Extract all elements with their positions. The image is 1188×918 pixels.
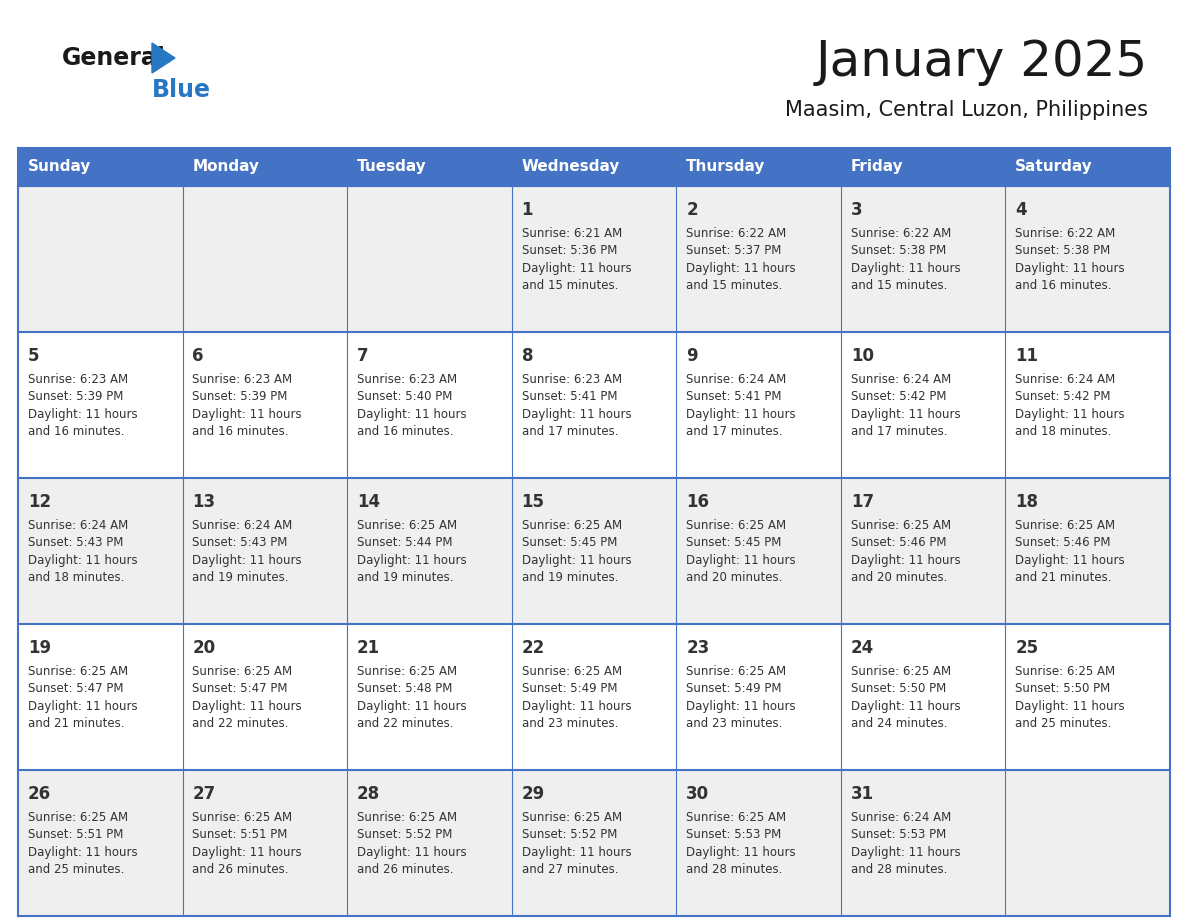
Text: Sunrise: 6:23 AM
Sunset: 5:39 PM
Daylight: 11 hours
and 16 minutes.: Sunrise: 6:23 AM Sunset: 5:39 PM Dayligh…: [192, 373, 302, 439]
Text: Sunrise: 6:25 AM
Sunset: 5:49 PM
Daylight: 11 hours
and 23 minutes.: Sunrise: 6:25 AM Sunset: 5:49 PM Dayligh…: [522, 665, 631, 731]
Text: Sunrise: 6:24 AM
Sunset: 5:41 PM
Daylight: 11 hours
and 17 minutes.: Sunrise: 6:24 AM Sunset: 5:41 PM Dayligh…: [687, 373, 796, 439]
Text: 14: 14: [358, 493, 380, 510]
Text: 6: 6: [192, 347, 204, 364]
Text: 26: 26: [27, 785, 51, 802]
Polygon shape: [152, 43, 175, 73]
Text: 5: 5: [27, 347, 39, 364]
Text: 11: 11: [1016, 347, 1038, 364]
Text: Sunrise: 6:24 AM
Sunset: 5:43 PM
Daylight: 11 hours
and 19 minutes.: Sunrise: 6:24 AM Sunset: 5:43 PM Dayligh…: [192, 519, 302, 585]
Bar: [841, 148, 1005, 186]
Text: 23: 23: [687, 639, 709, 656]
Text: Thursday: Thursday: [687, 160, 765, 174]
Text: Sunrise: 6:25 AM
Sunset: 5:49 PM
Daylight: 11 hours
and 23 minutes.: Sunrise: 6:25 AM Sunset: 5:49 PM Dayligh…: [687, 665, 796, 731]
Text: Maasim, Central Luzon, Philippines: Maasim, Central Luzon, Philippines: [785, 100, 1148, 120]
Text: 4: 4: [1016, 201, 1026, 218]
Text: 28: 28: [358, 785, 380, 802]
Text: 19: 19: [27, 639, 51, 656]
Text: 12: 12: [27, 493, 51, 510]
Text: Sunrise: 6:23 AM
Sunset: 5:40 PM
Daylight: 11 hours
and 16 minutes.: Sunrise: 6:23 AM Sunset: 5:40 PM Dayligh…: [358, 373, 467, 439]
Text: Sunrise: 6:24 AM
Sunset: 5:53 PM
Daylight: 11 hours
and 28 minutes.: Sunrise: 6:24 AM Sunset: 5:53 PM Dayligh…: [851, 811, 960, 877]
Text: 13: 13: [192, 493, 215, 510]
Text: Sunrise: 6:24 AM
Sunset: 5:43 PM
Daylight: 11 hours
and 18 minutes.: Sunrise: 6:24 AM Sunset: 5:43 PM Dayligh…: [27, 519, 138, 585]
Text: Sunrise: 6:25 AM
Sunset: 5:46 PM
Daylight: 11 hours
and 20 minutes.: Sunrise: 6:25 AM Sunset: 5:46 PM Dayligh…: [851, 519, 960, 585]
Text: 10: 10: [851, 347, 873, 364]
Text: Sunrise: 6:25 AM
Sunset: 5:46 PM
Daylight: 11 hours
and 21 minutes.: Sunrise: 6:25 AM Sunset: 5:46 PM Dayligh…: [1016, 519, 1125, 585]
Text: Friday: Friday: [851, 160, 903, 174]
Text: Sunrise: 6:25 AM
Sunset: 5:50 PM
Daylight: 11 hours
and 25 minutes.: Sunrise: 6:25 AM Sunset: 5:50 PM Dayligh…: [1016, 665, 1125, 731]
Text: 2: 2: [687, 201, 697, 218]
Text: 22: 22: [522, 639, 545, 656]
Text: 29: 29: [522, 785, 545, 802]
Text: Sunrise: 6:25 AM
Sunset: 5:47 PM
Daylight: 11 hours
and 22 minutes.: Sunrise: 6:25 AM Sunset: 5:47 PM Dayligh…: [192, 665, 302, 731]
Bar: [183, 148, 347, 186]
Text: Tuesday: Tuesday: [358, 160, 426, 174]
Text: Sunrise: 6:24 AM
Sunset: 5:42 PM
Daylight: 11 hours
and 17 minutes.: Sunrise: 6:24 AM Sunset: 5:42 PM Dayligh…: [851, 373, 960, 439]
Text: Sunrise: 6:25 AM
Sunset: 5:52 PM
Daylight: 11 hours
and 26 minutes.: Sunrise: 6:25 AM Sunset: 5:52 PM Dayligh…: [358, 811, 467, 877]
Text: Sunrise: 6:25 AM
Sunset: 5:45 PM
Daylight: 11 hours
and 20 minutes.: Sunrise: 6:25 AM Sunset: 5:45 PM Dayligh…: [687, 519, 796, 585]
Text: Monday: Monday: [192, 160, 259, 174]
Text: 9: 9: [687, 347, 697, 364]
Bar: [18, 148, 183, 186]
Text: Sunrise: 6:22 AM
Sunset: 5:38 PM
Daylight: 11 hours
and 15 minutes.: Sunrise: 6:22 AM Sunset: 5:38 PM Dayligh…: [851, 227, 960, 292]
Bar: [347, 148, 512, 186]
Bar: [512, 148, 676, 186]
Text: Sunrise: 6:25 AM
Sunset: 5:51 PM
Daylight: 11 hours
and 26 minutes.: Sunrise: 6:25 AM Sunset: 5:51 PM Dayligh…: [192, 811, 302, 877]
Bar: [18, 624, 1170, 770]
Text: Sunrise: 6:25 AM
Sunset: 5:53 PM
Daylight: 11 hours
and 28 minutes.: Sunrise: 6:25 AM Sunset: 5:53 PM Dayligh…: [687, 811, 796, 877]
Bar: [1005, 148, 1170, 186]
Text: 7: 7: [358, 347, 368, 364]
Text: Sunrise: 6:25 AM
Sunset: 5:51 PM
Daylight: 11 hours
and 25 minutes.: Sunrise: 6:25 AM Sunset: 5:51 PM Dayligh…: [27, 811, 138, 877]
Bar: [18, 186, 1170, 332]
Text: Sunrise: 6:25 AM
Sunset: 5:45 PM
Daylight: 11 hours
and 19 minutes.: Sunrise: 6:25 AM Sunset: 5:45 PM Dayligh…: [522, 519, 631, 585]
Text: Sunrise: 6:24 AM
Sunset: 5:42 PM
Daylight: 11 hours
and 18 minutes.: Sunrise: 6:24 AM Sunset: 5:42 PM Dayligh…: [1016, 373, 1125, 439]
Text: 31: 31: [851, 785, 874, 802]
Text: 24: 24: [851, 639, 874, 656]
Text: Sunrise: 6:25 AM
Sunset: 5:47 PM
Daylight: 11 hours
and 21 minutes.: Sunrise: 6:25 AM Sunset: 5:47 PM Dayligh…: [27, 665, 138, 731]
Text: Sunrise: 6:23 AM
Sunset: 5:39 PM
Daylight: 11 hours
and 16 minutes.: Sunrise: 6:23 AM Sunset: 5:39 PM Dayligh…: [27, 373, 138, 439]
Text: 16: 16: [687, 493, 709, 510]
Text: Sunrise: 6:25 AM
Sunset: 5:52 PM
Daylight: 11 hours
and 27 minutes.: Sunrise: 6:25 AM Sunset: 5:52 PM Dayligh…: [522, 811, 631, 877]
Text: 3: 3: [851, 201, 862, 218]
Text: Sunrise: 6:23 AM
Sunset: 5:41 PM
Daylight: 11 hours
and 17 minutes.: Sunrise: 6:23 AM Sunset: 5:41 PM Dayligh…: [522, 373, 631, 439]
Text: 20: 20: [192, 639, 215, 656]
Text: Sunrise: 6:25 AM
Sunset: 5:44 PM
Daylight: 11 hours
and 19 minutes.: Sunrise: 6:25 AM Sunset: 5:44 PM Dayligh…: [358, 519, 467, 585]
Text: 30: 30: [687, 785, 709, 802]
Text: General: General: [62, 46, 166, 70]
Bar: [18, 770, 1170, 916]
Text: Sunday: Sunday: [27, 160, 91, 174]
Text: Sunrise: 6:21 AM
Sunset: 5:36 PM
Daylight: 11 hours
and 15 minutes.: Sunrise: 6:21 AM Sunset: 5:36 PM Dayligh…: [522, 227, 631, 292]
Text: 17: 17: [851, 493, 874, 510]
Text: 15: 15: [522, 493, 544, 510]
Text: 27: 27: [192, 785, 216, 802]
Text: 8: 8: [522, 347, 533, 364]
Text: Sunrise: 6:25 AM
Sunset: 5:50 PM
Daylight: 11 hours
and 24 minutes.: Sunrise: 6:25 AM Sunset: 5:50 PM Dayligh…: [851, 665, 960, 731]
Bar: [18, 332, 1170, 478]
Text: 18: 18: [1016, 493, 1038, 510]
Bar: [676, 148, 841, 186]
Text: 1: 1: [522, 201, 533, 218]
Text: Blue: Blue: [152, 78, 211, 102]
Text: Saturday: Saturday: [1016, 160, 1093, 174]
Text: Sunrise: 6:25 AM
Sunset: 5:48 PM
Daylight: 11 hours
and 22 minutes.: Sunrise: 6:25 AM Sunset: 5:48 PM Dayligh…: [358, 665, 467, 731]
Bar: [18, 478, 1170, 624]
Text: 21: 21: [358, 639, 380, 656]
Text: 25: 25: [1016, 639, 1038, 656]
Text: Sunrise: 6:22 AM
Sunset: 5:38 PM
Daylight: 11 hours
and 16 minutes.: Sunrise: 6:22 AM Sunset: 5:38 PM Dayligh…: [1016, 227, 1125, 292]
Text: Wednesday: Wednesday: [522, 160, 620, 174]
Text: January 2025: January 2025: [816, 38, 1148, 86]
Text: Sunrise: 6:22 AM
Sunset: 5:37 PM
Daylight: 11 hours
and 15 minutes.: Sunrise: 6:22 AM Sunset: 5:37 PM Dayligh…: [687, 227, 796, 292]
